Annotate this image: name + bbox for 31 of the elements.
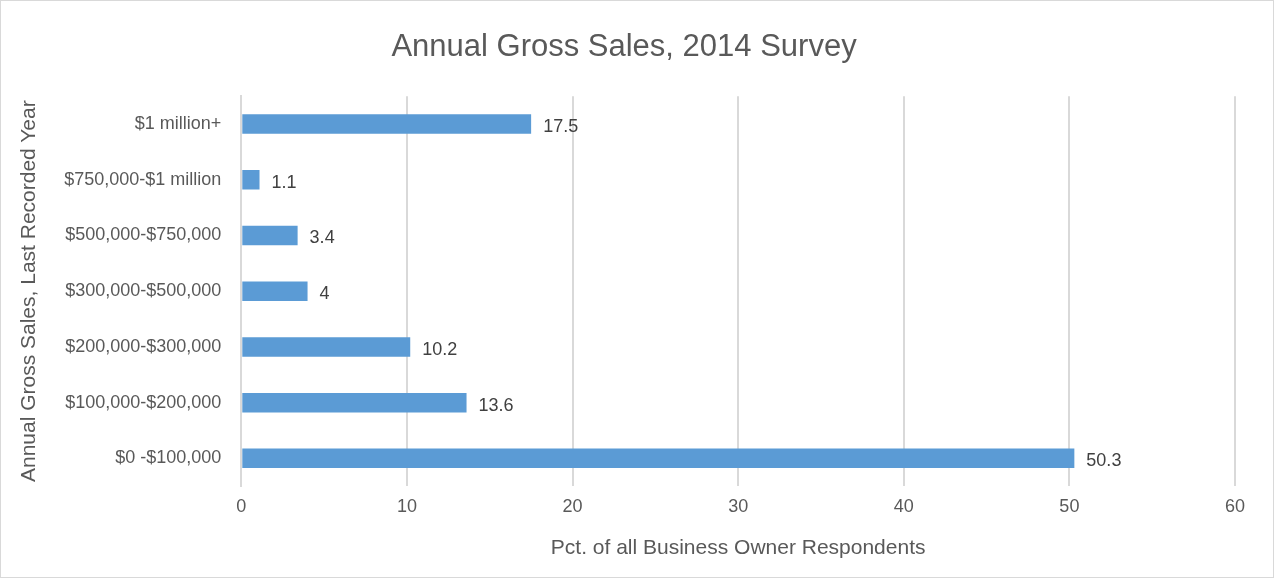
y-tick-label: $750,000-$1 million bbox=[64, 168, 222, 189]
y-axis-title: Annual Gross Sales, Last Recorded Year bbox=[16, 100, 40, 483]
x-tick-label: 30 bbox=[728, 495, 749, 516]
data-label: 17.5 bbox=[543, 116, 579, 137]
x-axis-title: Pct. of all Business Owner Respondents bbox=[550, 535, 926, 559]
bar bbox=[242, 448, 1075, 469]
data-label: 50.3 bbox=[1086, 450, 1122, 471]
x-tick-label: 0 bbox=[236, 495, 247, 516]
data-label: 4 bbox=[319, 283, 330, 304]
y-tick-label: $500,000-$750,000 bbox=[65, 224, 222, 245]
chart-title: Annual Gross Sales, 2014 Survey bbox=[391, 28, 858, 64]
data-label: 10.2 bbox=[422, 338, 458, 359]
bar bbox=[242, 114, 532, 134]
data-label: 13.6 bbox=[478, 394, 514, 415]
x-tick-label: 40 bbox=[893, 495, 914, 516]
y-tick-label: $0 -$100,000 bbox=[115, 447, 222, 468]
bar bbox=[242, 225, 298, 246]
y-tick-label: $100,000-$200,000 bbox=[65, 391, 222, 412]
y-tick-label: $1 million+ bbox=[134, 113, 222, 134]
bar bbox=[242, 392, 467, 413]
y-tick-label: $300,000-$500,000 bbox=[65, 280, 222, 301]
bar bbox=[242, 337, 411, 357]
x-tick-label: 10 bbox=[396, 495, 417, 516]
x-tick-label: 20 bbox=[562, 495, 583, 516]
bar bbox=[242, 170, 260, 190]
x-tick-label: 50 bbox=[1059, 495, 1080, 516]
x-tick-label: 60 bbox=[1224, 495, 1246, 516]
y-tick-label: $200,000-$300,000 bbox=[65, 335, 222, 356]
data-label: 1.1 bbox=[271, 171, 297, 192]
bar bbox=[242, 281, 308, 301]
data-label: 3.4 bbox=[309, 227, 335, 248]
